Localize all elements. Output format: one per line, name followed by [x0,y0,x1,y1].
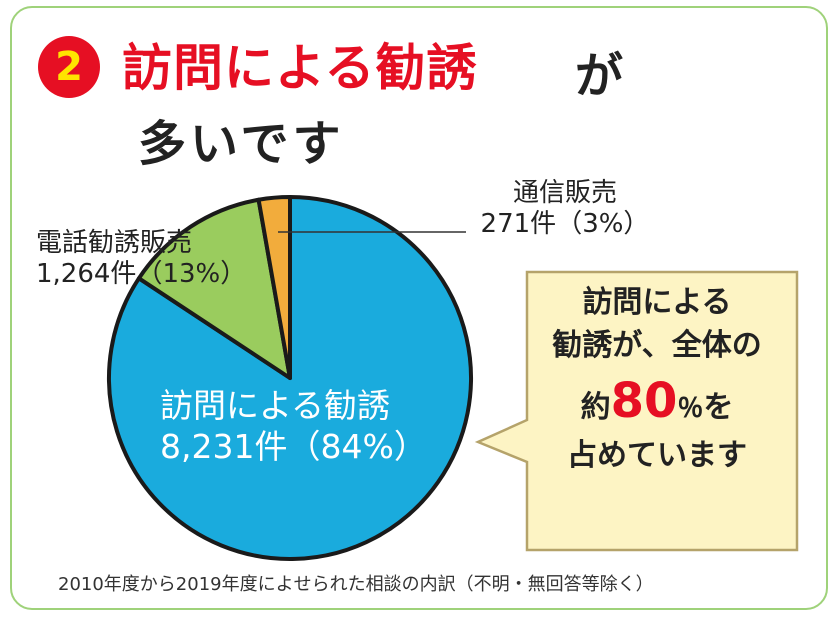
slice-label-visit: 訪問による勧誘 8,231件（84%） [160,385,427,468]
callout-line-3-post: を [703,390,734,426]
slice-label-mail-name: 通信販売 [512,178,617,208]
callout-line-1: 訪問による [582,285,732,320]
callout-percent-sign: ％ [677,394,704,425]
heading-title-line2: 多いです [138,116,345,172]
slice-label-visit-name: 訪問による勧誘 [160,386,391,425]
number-badge-label: 2 [55,44,83,90]
number-badge: 2 [38,36,100,98]
slice-label-mail-percent: （3%） [556,208,650,239]
footnote: 2010年度から2019年度によせられた相談の内訳（不明・無回答等除く） [58,574,654,595]
slice-label-visit-percent: （84%） [287,427,427,467]
callout-bubble [474,270,799,552]
slice-label-mail-count: 271件 [480,208,557,239]
pie-slice-phone [136,197,292,380]
slice-label-mail: 通信販売 271件（3%） [470,178,660,239]
slice-label-phone-name: 電話勧誘販売 [36,228,193,258]
heading-title-particle: が [575,48,624,104]
pie-slice-mail [256,195,292,380]
slice-label-visit-count: 8,231件 [160,427,288,467]
heading-title-highlight: 訪問による勧誘 [122,39,478,97]
callout-text: 訪問による 勧誘が、全体の 約80％を 占めています [530,282,784,478]
slice-label-phone-percent: （13%） [136,258,247,289]
slice-label-phone-count: 1,264件 [36,258,137,289]
callout-line-3-pre: 約 [580,390,611,426]
slice-label-phone: 電話勧誘販売 1,264件（13%） [36,228,246,289]
callout-line-2: 勧誘が、全体の [552,327,762,363]
callout-line-4: 占めています [567,438,747,474]
callout-big-number: 80 [610,373,678,430]
